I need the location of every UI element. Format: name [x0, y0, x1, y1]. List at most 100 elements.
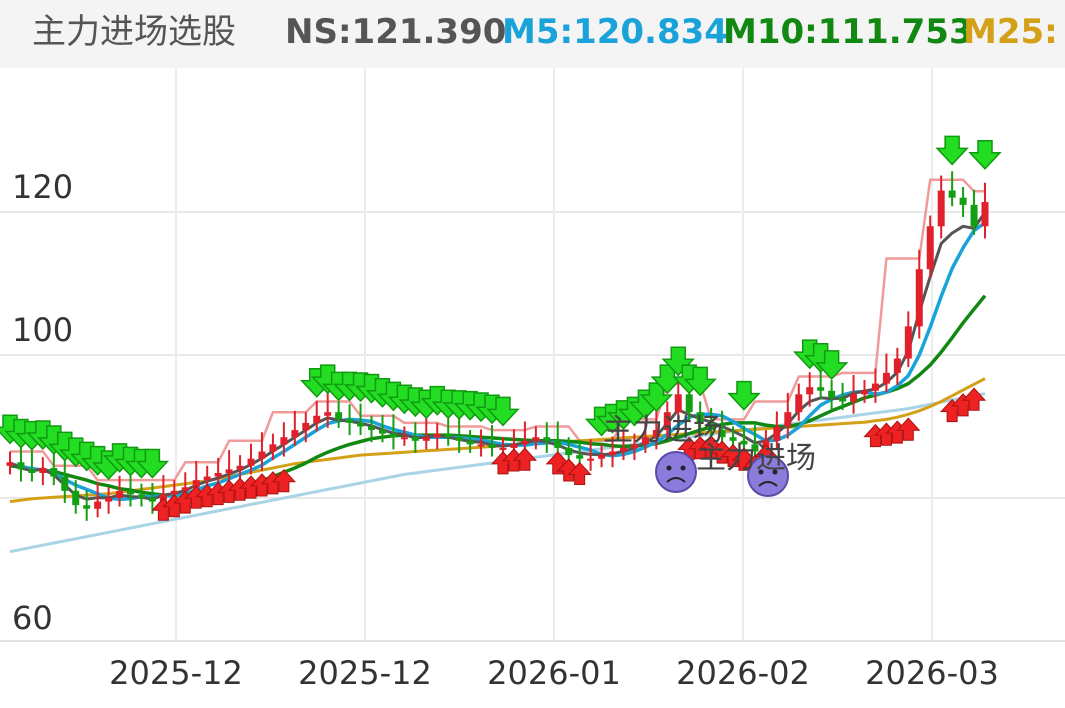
- candle-body: [981, 202, 989, 227]
- candle-body: [444, 433, 452, 438]
- face-mouth: [666, 477, 686, 483]
- candle-body: [17, 462, 25, 470]
- candle-body: [937, 190, 945, 227]
- candle-body: [609, 451, 617, 456]
- candle-body: [378, 430, 386, 434]
- sad-face-icon: [655, 451, 697, 493]
- candle-body: [291, 430, 299, 438]
- candle-body: [543, 437, 551, 441]
- annotation-label: 主力进场: [696, 441, 816, 476]
- buy-signal-arrow: [567, 461, 592, 486]
- candle-body: [926, 226, 934, 270]
- candle-body: [236, 465, 244, 470]
- face-eye: [666, 465, 672, 471]
- candle-body: [915, 269, 923, 327]
- candle-body: [499, 447, 507, 450]
- sad-face-icon: [747, 455, 789, 497]
- candle-body: [61, 476, 69, 491]
- face-mouth: [758, 481, 778, 487]
- candle-body: [532, 437, 540, 441]
- candle-body: [94, 501, 102, 509]
- candle-body: [751, 444, 759, 452]
- candle-body: [970, 204, 978, 227]
- buy-signal-arrow: [961, 387, 987, 411]
- candle-body: [477, 444, 485, 447]
- buy-signal-arrow: [512, 447, 538, 471]
- sell-signal-arrow: [935, 135, 969, 166]
- candle-body: [148, 498, 156, 502]
- m5-value: M5:120.834: [502, 12, 728, 52]
- candle-body: [411, 437, 419, 441]
- candle-body: [850, 394, 858, 402]
- candle-body: [83, 505, 91, 509]
- candle-body: [258, 451, 266, 459]
- sell-signal-arrow: [135, 448, 170, 479]
- indicator-title: 主力进场选股: [32, 12, 236, 52]
- candle-body: [948, 190, 956, 198]
- candle-body: [707, 422, 715, 431]
- annotations: 主力进场 主力进场: [603, 413, 816, 476]
- indicator-header: 主力进场选股 NS:121.390 M5:120.834 M10:111.753…: [0, 0, 1065, 68]
- candle-body: [50, 467, 58, 477]
- sell-signal-arrow: [968, 139, 1002, 170]
- x-tick-label: 2026-01: [487, 654, 621, 692]
- face-eye: [772, 469, 778, 475]
- candle-body: [389, 433, 397, 438]
- candle-body: [773, 426, 781, 441]
- candle-body: [817, 387, 825, 391]
- candle-body: [718, 430, 726, 438]
- candle-body: [554, 440, 562, 448]
- candle-body: [455, 437, 463, 441]
- candle-body: [280, 437, 288, 445]
- face-eye: [680, 465, 686, 471]
- candle-body: [466, 440, 474, 445]
- m25-value: M25:: [963, 12, 1058, 52]
- candle-body: [860, 390, 868, 395]
- candle-body: [565, 447, 573, 456]
- buy-signal-arrow: [271, 468, 297, 493]
- buy-signal-arrow: [896, 417, 921, 441]
- candle-body: [137, 494, 145, 498]
- candle-body: [839, 397, 847, 402]
- candle-body: [170, 490, 178, 495]
- candle-body: [6, 462, 14, 466]
- x-tick-label: 2025-12: [298, 654, 432, 692]
- face-eye: [758, 469, 764, 475]
- candle-body: [225, 469, 233, 473]
- sell-signal-arrow: [486, 396, 520, 427]
- candle-body: [368, 426, 376, 431]
- y-tick-label: 60: [12, 599, 53, 637]
- candle-body: [105, 498, 113, 502]
- candle-body: [521, 440, 529, 445]
- candle-body: [663, 412, 671, 431]
- candle-body: [729, 437, 737, 441]
- y-tick-label: 120: [12, 168, 73, 206]
- signals-layer: [0, 135, 1002, 521]
- x-tick-label: 2026-03: [865, 654, 999, 692]
- series-layer: [9, 178, 987, 554]
- x-axis-labels: 2025-12 2025-12 2026-01 2026-02 2026-03: [109, 654, 999, 692]
- candle-body: [324, 412, 332, 416]
- candle-body: [488, 444, 496, 448]
- m10-value: M10:111.753: [723, 12, 973, 52]
- candle-body: [674, 394, 682, 413]
- candle-body: [181, 487, 189, 491]
- candle-body: [587, 458, 595, 461]
- candle-body: [313, 415, 321, 423]
- candle-body: [247, 458, 255, 466]
- candle-body: [784, 412, 792, 427]
- candles-layer: [6, 171, 989, 521]
- candlestick-chart[interactable]: 120 100 60 2025-12 2025-12 2026-01 2026-…: [0, 68, 1065, 708]
- candle-body: [740, 440, 748, 445]
- candle-body: [422, 437, 430, 441]
- candle-body: [904, 326, 912, 359]
- candle-body: [576, 455, 584, 459]
- candle-body: [510, 444, 518, 448]
- candle-body: [346, 419, 354, 423]
- candle-body: [203, 476, 211, 481]
- candle-body: [828, 390, 836, 398]
- ns-value: NS:121.390: [285, 12, 507, 52]
- candle-body: [641, 437, 649, 445]
- band-line: [10, 178, 985, 482]
- candle-body: [871, 383, 879, 391]
